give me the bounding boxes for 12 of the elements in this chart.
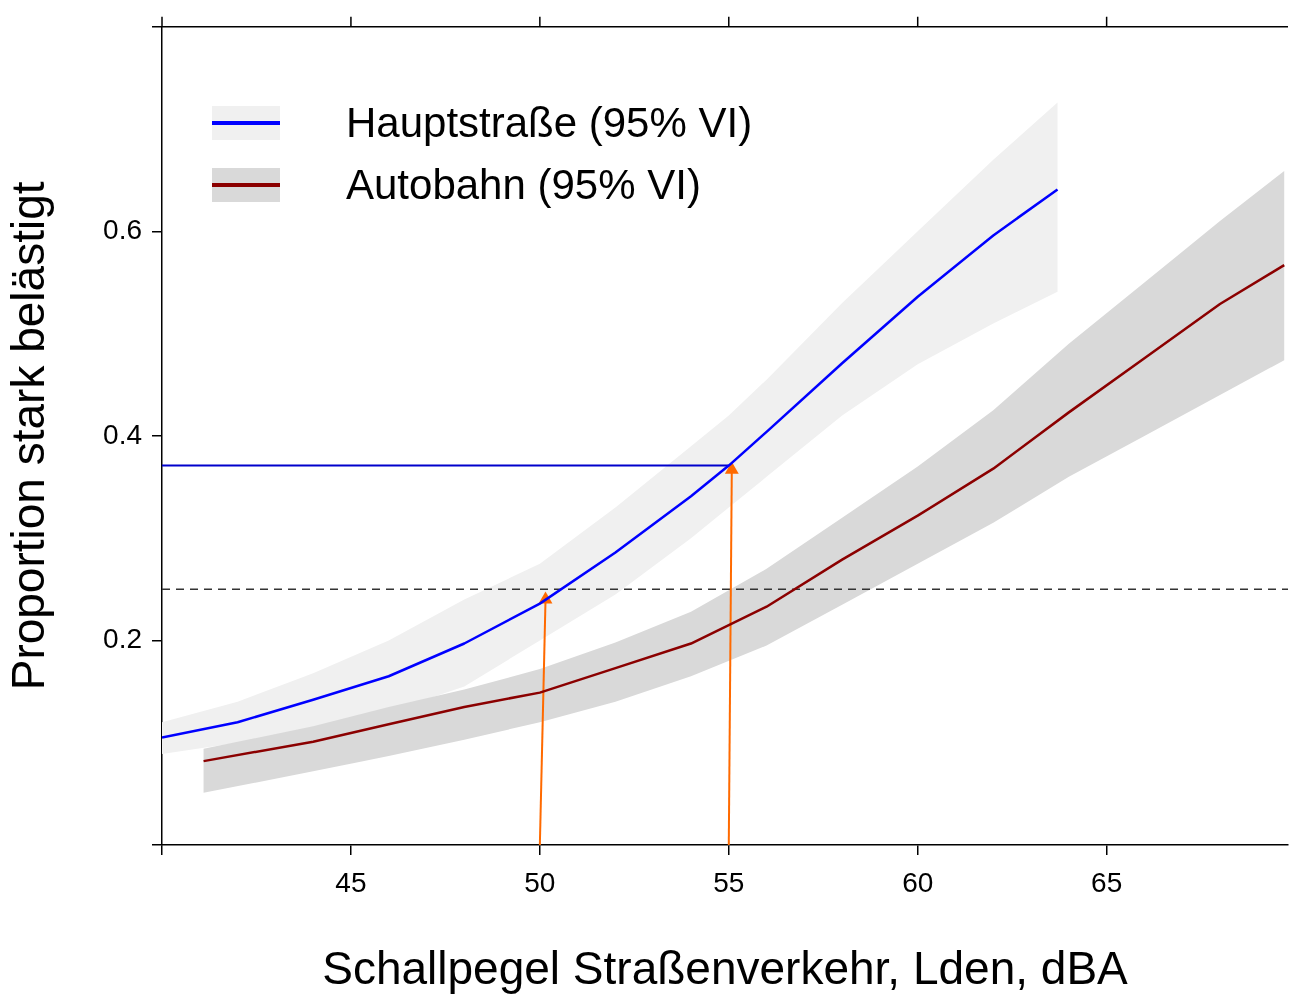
- x-axis-title: Schallpegel Straßenverkehr, Lden, dBA: [322, 942, 1129, 995]
- x-tick-label: 45: [335, 866, 367, 898]
- y-tick-label: 0.4: [103, 418, 142, 450]
- x-tick-label: 50: [524, 866, 556, 898]
- y-tick-label: 0.2: [103, 623, 142, 655]
- y-tick-label: 0.6: [103, 214, 142, 246]
- x-tick-label: 65: [1091, 866, 1123, 898]
- y-axis-title: Proportion stark belästigt: [2, 181, 55, 691]
- x-tick-label: 60: [902, 866, 934, 898]
- x-tick-label: 55: [713, 866, 745, 898]
- legend-label: Autobahn (95% VI): [346, 161, 701, 209]
- legend-label: Hauptstraße (95% VI): [346, 99, 753, 147]
